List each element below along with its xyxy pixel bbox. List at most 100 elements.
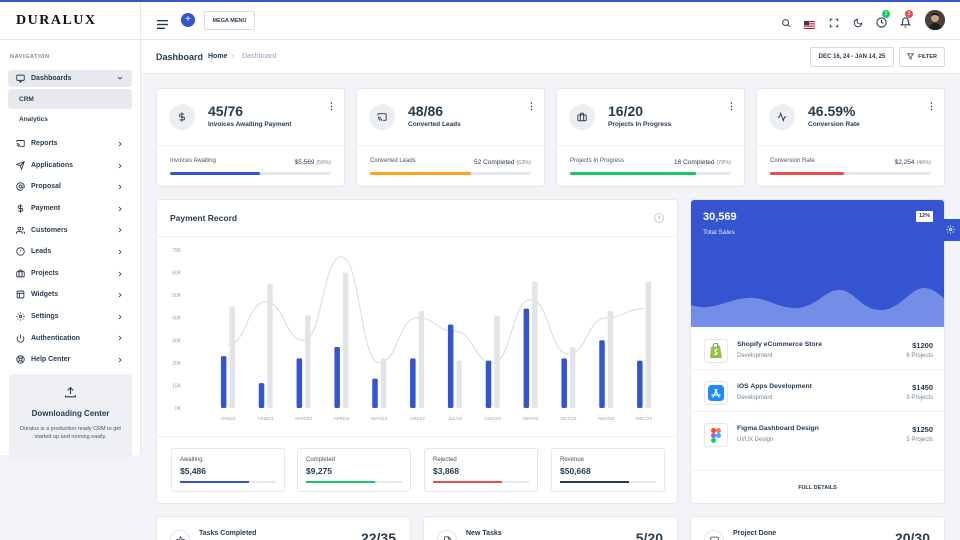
sidebar-subitem-analytics[interactable]: Analytics	[19, 115, 48, 123]
total-sales-card: 30,569 Total Sales 12% Shopify eCommerce…	[690, 199, 945, 504]
clock-badge: 2	[882, 10, 890, 18]
full-details-link[interactable]: FULL DETAILS	[691, 470, 944, 503]
sidebar-item-applications[interactable]: Applications	[0, 155, 140, 177]
summary-label: Revenue	[560, 457, 585, 463]
x-tick-label: MAR/23	[295, 416, 312, 421]
more-vertical-icon[interactable]: ⋮	[527, 101, 536, 111]
top-header: + MEGA MENU 2 3	[141, 2, 960, 40]
bar-secondary[interactable]	[342, 272, 349, 408]
sidebar-item-label: Projects	[31, 269, 59, 277]
moon-icon[interactable]	[853, 15, 864, 28]
shopify-icon	[704, 339, 728, 363]
summary-value: $9,275	[306, 466, 332, 476]
bar-primary[interactable]	[410, 358, 416, 408]
x-tick-label: NOV/23	[598, 416, 615, 421]
bar-primary[interactable]	[561, 358, 567, 408]
bar-secondary[interactable]	[532, 281, 538, 408]
y-tick-label: 30K	[172, 338, 182, 344]
sidebar-item-projects[interactable]: Projects	[0, 263, 140, 285]
sidebar-item-leads[interactable]: Leads	[0, 241, 140, 263]
bar-secondary[interactable]	[569, 347, 576, 408]
stat-footer-label: Projects In Progress	[570, 158, 625, 164]
bar-primary[interactable]	[334, 347, 340, 408]
bar-primary[interactable]	[637, 360, 643, 408]
bar-secondary[interactable]	[229, 306, 235, 408]
sidebar-subitem-crm[interactable]: CRM	[8, 89, 132, 109]
add-button[interactable]: +	[181, 13, 195, 27]
more-vertical-icon[interactable]: ⋮	[327, 101, 336, 111]
stat-value: 48/86	[408, 103, 444, 119]
bar-primary[interactable]	[372, 378, 378, 408]
power-icon	[15, 333, 25, 343]
x-tick-label: OCT/23	[560, 416, 577, 421]
bar-primary[interactable]	[485, 360, 492, 408]
project-row[interactable]: iOS Apps Development Development $1450 3…	[691, 369, 944, 411]
stat-value: 46.59%	[808, 103, 856, 119]
card-label: Tasks Completed	[199, 530, 257, 537]
mega-menu-button[interactable]: MEGA MENU	[204, 11, 255, 30]
sidebar-item-proposal[interactable]: Proposal	[0, 176, 140, 198]
summary-track	[433, 481, 529, 483]
date-range-button[interactable]: DEC 16, 24 - JAN 14, 25	[810, 47, 894, 67]
breadcrumb-separator: ›	[232, 53, 235, 60]
sidebar-item-settings[interactable]: Settings	[0, 306, 140, 328]
filter-button[interactable]: FILTER	[899, 47, 945, 67]
bar-secondary[interactable]	[305, 315, 311, 408]
y-tick-label: 50K	[172, 293, 182, 299]
stat-footer-percent: (78%)	[716, 160, 731, 166]
more-vertical-icon[interactable]: ⋮	[727, 101, 736, 111]
chevron-right-icon	[116, 356, 124, 364]
chevron-right-icon	[116, 270, 124, 278]
x-tick-label: AUG/23	[485, 416, 502, 421]
more-vertical-icon[interactable]: ⋮	[927, 101, 936, 111]
bar-primary[interactable]	[599, 340, 605, 408]
chevron-right-icon	[116, 291, 124, 299]
bar-secondary[interactable]	[494, 315, 500, 408]
avatar[interactable]	[925, 10, 945, 30]
fullscreen-icon[interactable]	[829, 15, 840, 28]
bar-secondary[interactable]	[267, 283, 273, 408]
bar-primary[interactable]	[220, 356, 227, 408]
payment-record-chart: 79K 60K 50K 40K 30K 20K 15K 0K JAN/23 FEB/23 MAR/2…	[172, 248, 652, 421]
project-row[interactable]: Shopify eCommerce Store Development $120…	[691, 327, 944, 369]
bar-secondary[interactable]	[607, 310, 614, 408]
sidebar-item-authentication[interactable]: Authentication	[0, 327, 140, 349]
bar-primary[interactable]	[523, 308, 530, 408]
bar-primary[interactable]	[447, 324, 454, 408]
stat-label: Projects In Progress	[608, 121, 672, 128]
chevron-right-icon	[116, 183, 124, 191]
divider	[557, 145, 744, 146]
sidebar-item-dashboards[interactable]: Dashboards	[8, 70, 132, 87]
theme-settings-toggle[interactable]	[941, 219, 960, 241]
info-icon[interactable]: i	[654, 213, 664, 223]
sidebar-item-widgets[interactable]: Widgets	[0, 284, 140, 306]
us-flag-icon[interactable]	[804, 16, 816, 29]
project-row[interactable]: Figma Dashboard Design UI/UX Design $125…	[691, 411, 944, 453]
stat-card-leads: 48/86 Converted Leads ⋮ Converted Leads …	[356, 88, 545, 187]
bar-primary[interactable]	[258, 383, 265, 408]
stat-footer-value: 16 Completed (78%)	[674, 159, 731, 166]
sidebar-item-help-center[interactable]: Help Center	[0, 349, 140, 371]
sidebar-item-label: Customers	[31, 226, 68, 234]
bar-primary[interactable]	[296, 358, 303, 408]
divider	[357, 145, 544, 146]
bar-secondary[interactable]	[645, 281, 652, 408]
bell-icon[interactable]	[899, 15, 912, 28]
bar-secondary[interactable]	[418, 310, 425, 408]
monitor-icon	[15, 74, 25, 84]
clock-icon[interactable]	[876, 15, 887, 28]
menu-icon[interactable]	[157, 16, 168, 29]
sidebar-item-payment[interactable]: Payment	[0, 198, 140, 220]
logo[interactable]: DURALUX	[0, 2, 140, 40]
activity-icon	[769, 104, 795, 130]
top-accent-line	[0, 0, 960, 2]
progress-fill	[170, 172, 261, 175]
bar-secondary[interactable]	[380, 358, 387, 408]
search-icon[interactable]	[781, 15, 792, 28]
breadcrumb-home[interactable]: Home	[208, 53, 228, 60]
bar-secondary[interactable]	[456, 360, 462, 408]
summary-track	[180, 481, 276, 483]
sidebar-item-reports[interactable]: Reports	[0, 133, 140, 155]
sidebar-item-customers[interactable]: Customers	[0, 219, 140, 241]
stat-footer-label: Conversion Rate	[770, 158, 815, 164]
